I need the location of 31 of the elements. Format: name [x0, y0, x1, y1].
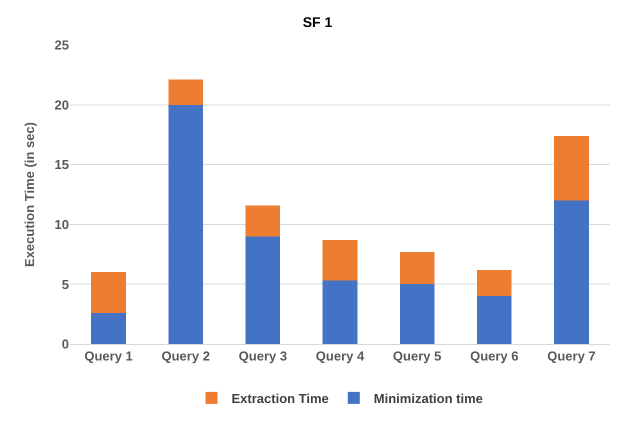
bar	[400, 252, 434, 284]
chart-title: SF 1	[302, 14, 332, 30]
bar	[246, 205, 280, 236]
bar	[322, 240, 358, 281]
x-tick-label: Query 2	[162, 348, 210, 364]
legend-label: Minimization time	[374, 390, 483, 406]
bar	[554, 136, 589, 200]
x-tick-label: Query 1	[84, 348, 133, 364]
y-tick-label: 25	[54, 38, 69, 53]
bar	[554, 200, 589, 344]
y-tick-label: 20	[54, 97, 69, 112]
bar	[168, 104, 204, 344]
x-tick-label: Query 3	[238, 348, 288, 364]
y-axis-title: Execution Time (in sec)	[22, 122, 37, 267]
y-tick-label: 5	[62, 276, 69, 292]
legend-label: Extraction Time	[232, 390, 329, 406]
bar	[400, 284, 434, 344]
y-tick-label: 0	[62, 336, 69, 352]
bar	[91, 312, 126, 344]
x-tick-label: Query 7	[547, 348, 596, 364]
y-tick-label: 10	[54, 216, 69, 232]
bar	[91, 272, 126, 313]
x-tick-label: Query 4	[316, 348, 365, 364]
x-tick-label: Query 5	[392, 348, 442, 364]
bar	[322, 280, 358, 344]
bar	[476, 270, 512, 296]
bar	[168, 80, 204, 105]
bar	[476, 296, 512, 344]
bar	[246, 236, 280, 344]
x-tick-label: Query 6	[470, 348, 518, 364]
y-tick-label: 15	[54, 157, 69, 172]
